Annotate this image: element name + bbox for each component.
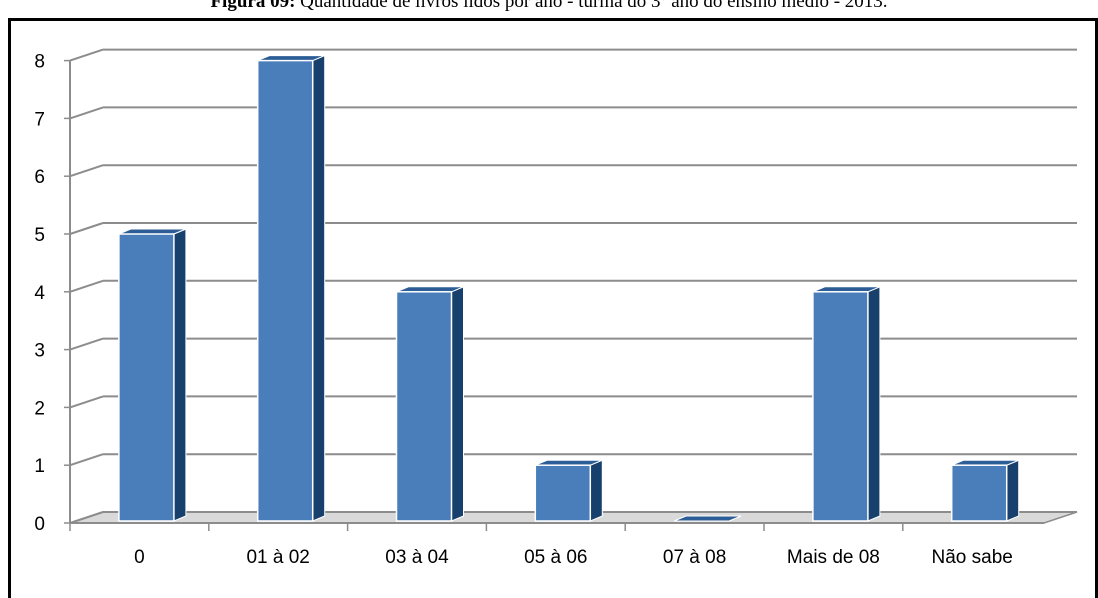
- bar-top: [673, 515, 742, 522]
- x-tick-label: 03 à 04: [385, 547, 449, 568]
- bar-front: [534, 464, 592, 522]
- bar-side: [451, 286, 464, 522]
- bar-front: [950, 464, 1008, 522]
- labels-layer: 0 1 2 3 4 5 6 7 8 0 01 à 02 03 à 04 05 à 06 07 à 08 Ma…: [34, 52, 1012, 568]
- y-tick-label: 5: [34, 225, 45, 246]
- chart-frame: [8, 18, 1098, 598]
- bar-front: [118, 233, 175, 522]
- x-tick-label: 01 à 02: [246, 547, 309, 568]
- gridline-depth: [69, 337, 104, 351]
- y-tick-label: 8: [34, 52, 45, 73]
- bar-side: [1006, 459, 1020, 522]
- gridline-depth: [69, 279, 104, 293]
- gridline-depth: [69, 395, 104, 409]
- gridline-depth: [69, 164, 104, 178]
- y-tick-label: 6: [34, 167, 45, 188]
- gridline-depth: [69, 453, 104, 467]
- y-tick-label: 3: [34, 341, 45, 362]
- y-tick-label: 4: [34, 283, 45, 304]
- x-tick-label: Mais de 08: [787, 547, 880, 568]
- bar: [950, 459, 1020, 522]
- x-tick-label: 0: [134, 547, 145, 568]
- bar: [673, 515, 742, 522]
- gridline-depth: [69, 222, 104, 235]
- grid-layer: [64, 48, 1078, 531]
- gridline-depth: [69, 48, 104, 62]
- figure-caption: Figura 09: Quantidade de livros lidos po…: [0, 0, 1098, 13]
- bar-top: [396, 286, 464, 293]
- bar-top: [812, 286, 881, 293]
- bar-side: [589, 459, 603, 522]
- bar: [812, 286, 881, 522]
- bar: [534, 459, 603, 522]
- bar-front: [812, 291, 869, 522]
- bar-side: [867, 286, 881, 522]
- x-tick-label: 05 à 06: [524, 547, 587, 568]
- bar-front: [256, 59, 314, 522]
- figure-caption-label: Figura 09:: [210, 0, 296, 12]
- y-tick-label: 7: [34, 109, 45, 130]
- figure-caption-text: Quantidade de livros lidos por ano - tur…: [300, 0, 888, 12]
- bar-side: [173, 228, 187, 522]
- gridline-depth: [69, 106, 104, 120]
- bar: [256, 54, 326, 522]
- bars-layer: [118, 54, 1020, 522]
- gridline-depth: [69, 511, 104, 524]
- bar-side: [312, 54, 326, 522]
- y-tick-label: 1: [34, 456, 45, 477]
- y-tick-label: 0: [34, 514, 45, 535]
- bar-front: [395, 291, 453, 522]
- x-tick-label: 07 à 08: [663, 547, 726, 568]
- x-tick-label: Não sabe: [932, 547, 1013, 568]
- bar: [118, 228, 187, 522]
- y-tick-label: 2: [34, 398, 45, 419]
- bar: [395, 286, 464, 522]
